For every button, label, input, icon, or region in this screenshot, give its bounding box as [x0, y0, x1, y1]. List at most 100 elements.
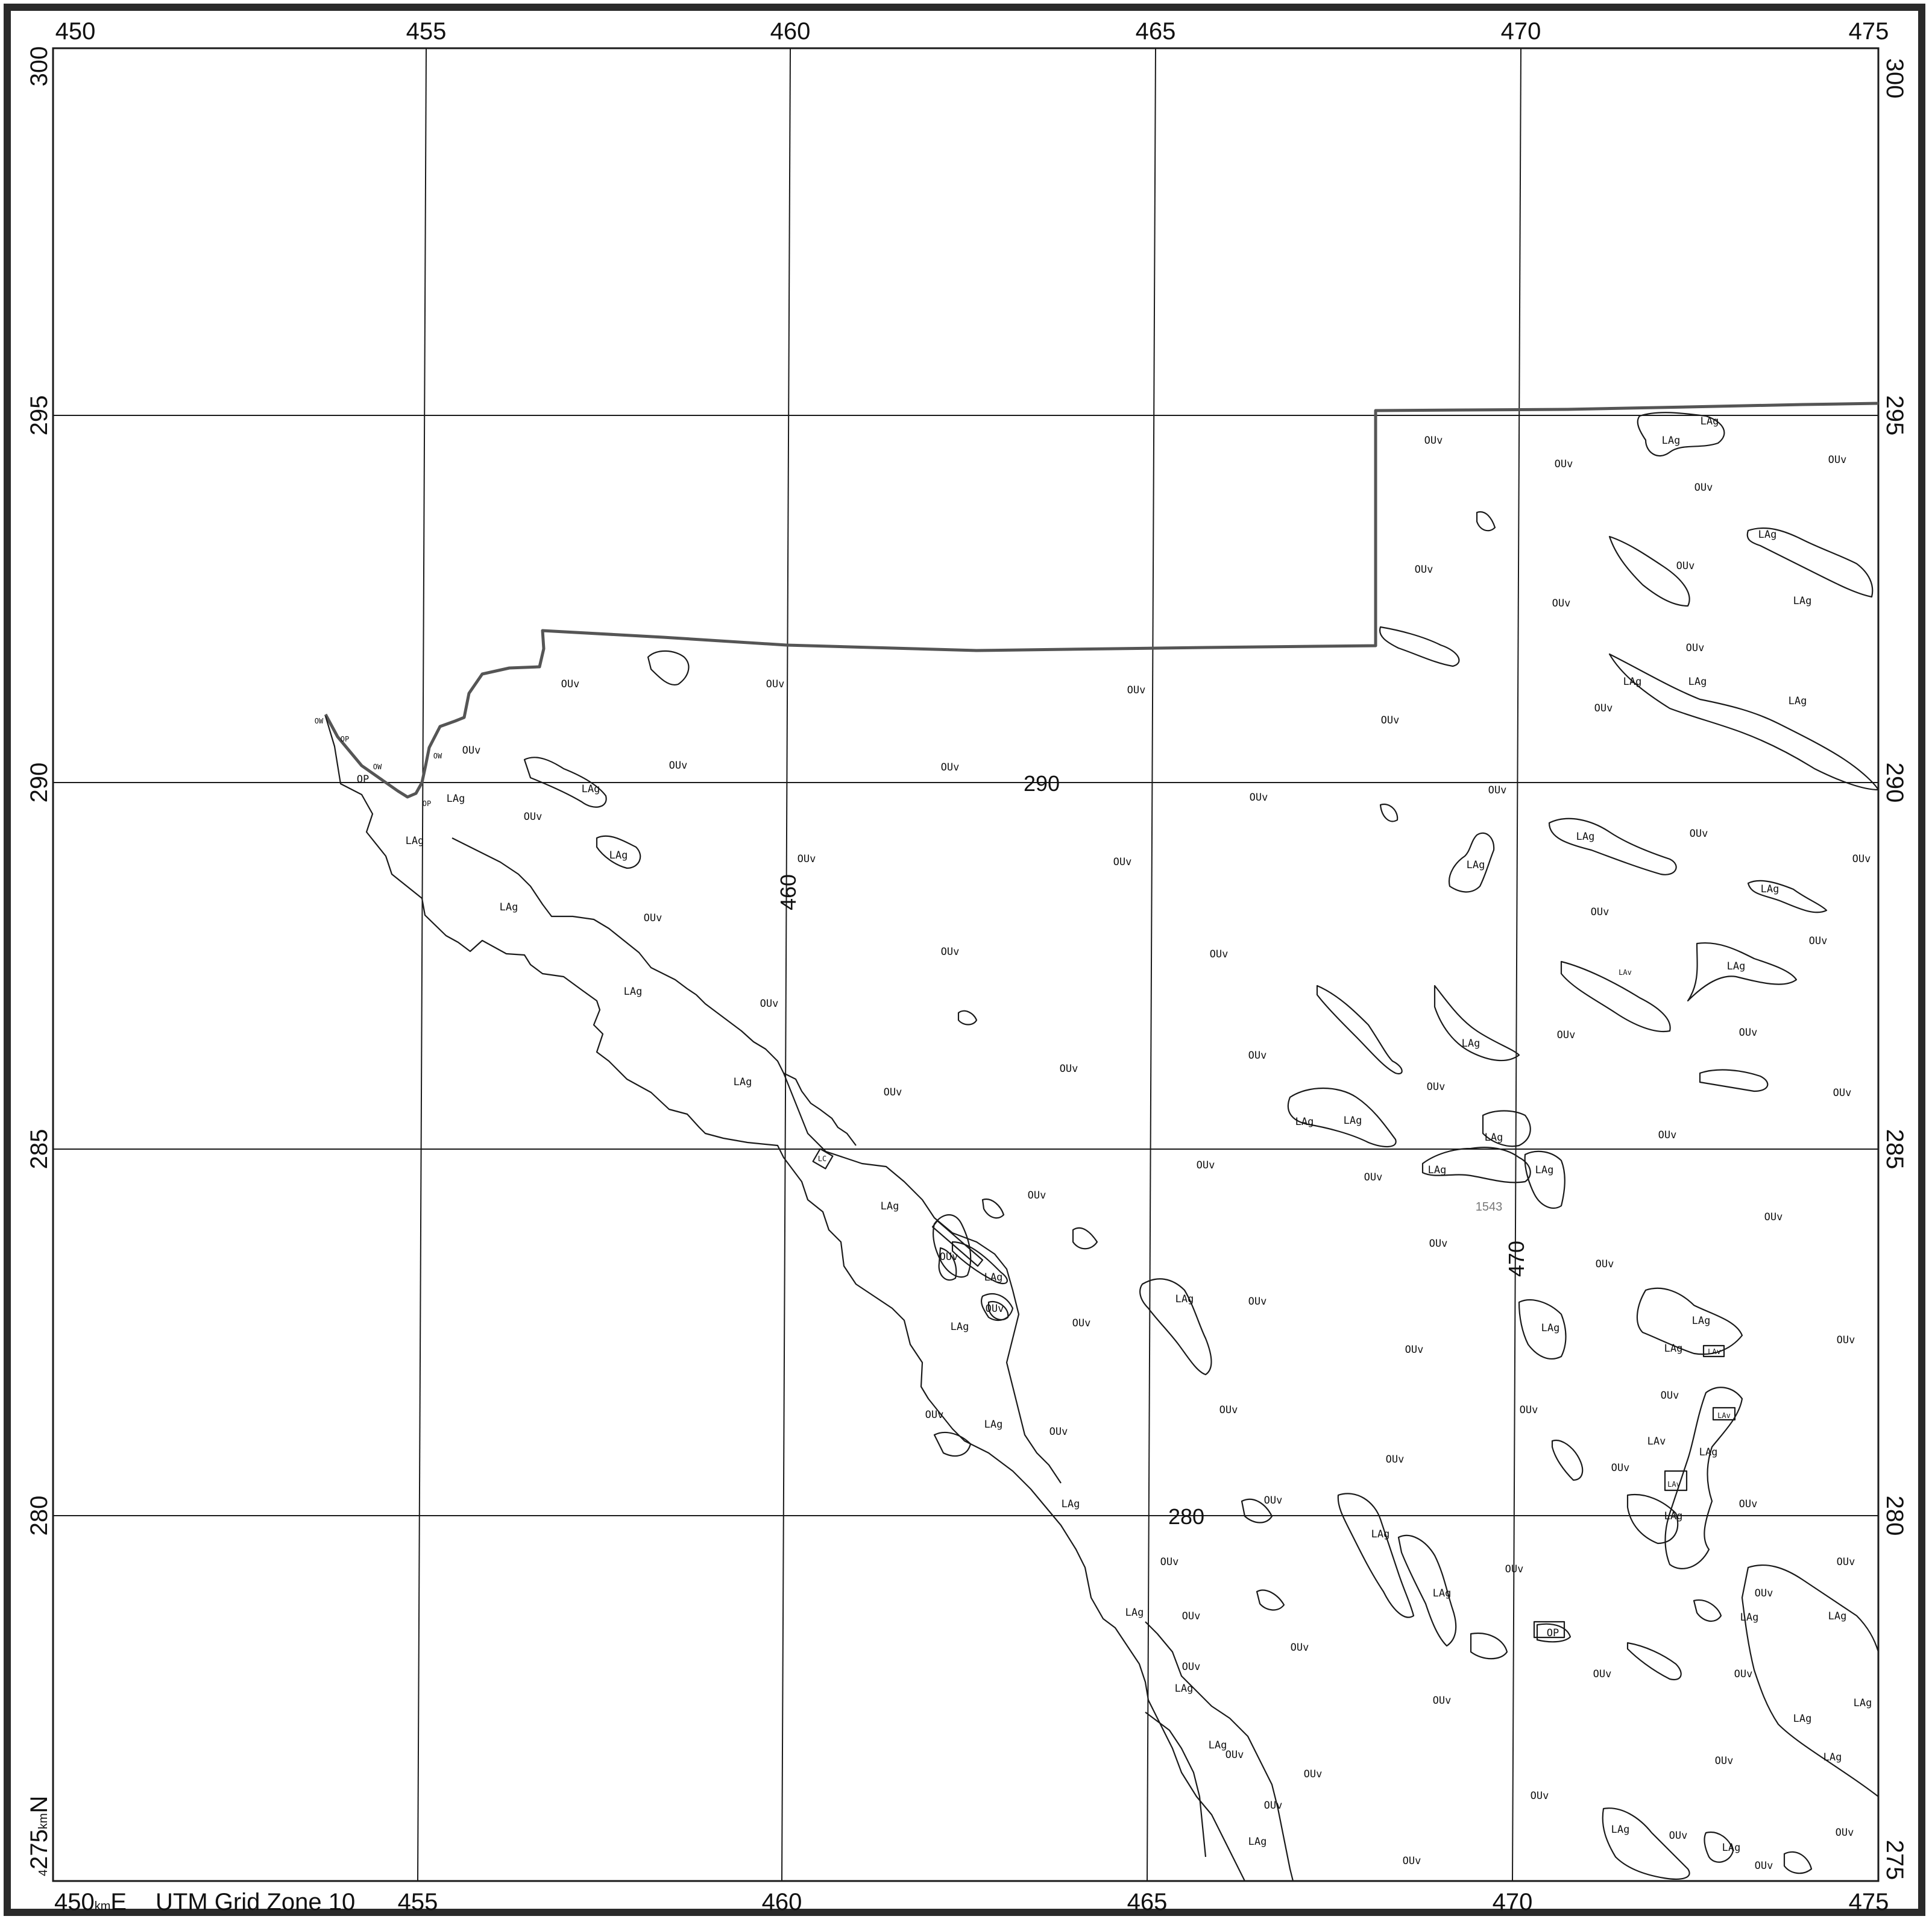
- unit-label-lav: LAv: [1717, 1411, 1731, 1420]
- unit-label-ouv: OUv: [1429, 1238, 1448, 1250]
- unit-label-ouv: OUv: [1593, 1668, 1612, 1680]
- geologic-contacts: [324, 716, 1294, 1882]
- northing-labels-right: 300 295 290 285 280 275: [1881, 58, 1908, 1880]
- unit-label-lag: LAg: [1854, 1697, 1872, 1709]
- northing-label-right: 290: [1881, 763, 1908, 803]
- unit-label-lag: LAg: [1758, 529, 1777, 541]
- coastline-contact: [324, 716, 1245, 1882]
- northing-label-left: 285: [26, 1129, 52, 1170]
- outcrop-polygon: [1626, 1493, 1679, 1545]
- unit-label-ouv: OUv: [1248, 1296, 1267, 1308]
- outcrop-polygon: [1524, 1150, 1565, 1209]
- unit-label-ouv: OUv: [1304, 1768, 1323, 1780]
- outcrop-polygon: [987, 1300, 1009, 1321]
- outcrop-polygon: [1704, 1831, 1734, 1863]
- unit-label-ouv: OUv: [1248, 1050, 1267, 1062]
- boundary-line: [324, 402, 1879, 799]
- unit-label-ouv: OUv: [1072, 1317, 1091, 1329]
- unit-label-ouv: OUv: [1836, 1827, 1854, 1839]
- unit-label-lag: LAg: [447, 793, 465, 805]
- outcrop-polygon: [1608, 535, 1690, 607]
- interior-label-easting-470: 470: [1504, 1241, 1529, 1277]
- unit-label-ouv: OUv: [1219, 1404, 1238, 1416]
- easting-labels-top: 450 455 460 465 470 475: [55, 18, 1889, 45]
- unit-label-ouv: OUv: [925, 1409, 944, 1421]
- grid-line-e455: [417, 48, 427, 1882]
- northing-label-right: 280: [1881, 1496, 1908, 1536]
- outcrop-polygon: [1687, 942, 1798, 1002]
- unit-label-lag: LAg: [1692, 1315, 1711, 1327]
- inner-contact-middle: [782, 1073, 1062, 1484]
- unit-label-lag: LAg: [1727, 960, 1746, 972]
- outcrop-polygon: [1448, 832, 1495, 893]
- unit-label-ouv: OUv: [766, 678, 785, 690]
- outcrop-polygons: [523, 412, 1880, 1880]
- outcrop-polygon: [523, 757, 607, 808]
- outcrop-polygon: [1699, 1069, 1769, 1092]
- unit-label-ouv: OUv: [1669, 1830, 1688, 1842]
- unit-label-ouv: OUv: [1433, 1695, 1452, 1707]
- easting-labels-bottom: 455 460 465 470 475: [398, 1889, 1889, 1915]
- unit-label-lag: LAg: [1623, 676, 1642, 688]
- outcrop-polygon: [1536, 1623, 1572, 1643]
- easting-label-top: 465: [1136, 18, 1176, 45]
- unit-label-ouv: OUv: [1520, 1404, 1538, 1416]
- unit-label-lav: LAv: [1647, 1435, 1666, 1448]
- outcrop-polygon: [647, 650, 690, 686]
- outcrop-polygon: [812, 1148, 834, 1170]
- unit-label-lag: LAg: [951, 1321, 969, 1333]
- unit-label-ouv: OUv: [1596, 1258, 1614, 1270]
- unit-label-ouv: OUv: [1113, 856, 1132, 868]
- unit-labels: OUv OUv OUv OUv OUv OUv OUv OUv OUv OUv …: [315, 415, 1872, 1872]
- outcrop-polygon: [932, 1214, 972, 1278]
- unit-label-ouv: OUv: [1739, 1027, 1758, 1039]
- unit-label-op: OP: [423, 799, 431, 808]
- unit-label-ouv: OUv: [1197, 1159, 1215, 1171]
- outcrop-polygon: [1747, 880, 1828, 913]
- footer-corner-easting: 450kmE: [54, 1889, 127, 1915]
- unit-label-lag: LAg: [1761, 883, 1779, 895]
- outcrop-polygon: [1741, 1564, 1880, 1798]
- outcrop-polygon: [1551, 1439, 1584, 1481]
- unit-label-lag: LAg: [1428, 1164, 1447, 1176]
- unit-label-ouv: OUv: [1182, 1610, 1201, 1622]
- unit-label-ouv: OUv: [1686, 642, 1705, 654]
- unit-label-ouv: OUv: [1764, 1211, 1783, 1223]
- unit-label-ouv: OUv: [1591, 906, 1609, 918]
- interior-grid-labels: 290 280 460 470: [776, 771, 1529, 1529]
- outcrop-polygon: [1379, 626, 1460, 667]
- outcrop-polygon: [1256, 1589, 1285, 1611]
- outcrop-polygon: [981, 1198, 1005, 1219]
- unit-label-ouv: OUv: [1427, 1081, 1446, 1093]
- easting-label-top: 470: [1501, 18, 1541, 45]
- unit-label-lag: LAg: [1664, 1510, 1683, 1522]
- unit-label-lag: LAg: [984, 1271, 1003, 1284]
- outcrop-polygon: [931, 1220, 984, 1267]
- unit-label-lag: LAg: [1175, 1293, 1194, 1305]
- unit-label-lag: LAg: [734, 1076, 752, 1088]
- reference-number: 1543: [1476, 1200, 1503, 1214]
- unit-label-ouv: OUv: [1424, 435, 1443, 447]
- unit-label-op: OP: [357, 774, 369, 786]
- unit-label-lag: LAg: [1125, 1607, 1144, 1619]
- grid-line-e460: [781, 48, 791, 1882]
- unit-label-ouv: OUv: [1837, 1334, 1855, 1346]
- unit-label-lag: LAg: [1789, 695, 1807, 707]
- unit-label-ouv: OUv: [1291, 1642, 1309, 1654]
- unit-label-lc: LC: [818, 1155, 826, 1163]
- unit-label-lag: LAg: [1740, 1612, 1759, 1624]
- utm-grid: [53, 48, 1878, 1882]
- unit-label-lag: LAg: [1433, 1587, 1452, 1599]
- outcrop-polygon: [1637, 412, 1725, 457]
- outcrop-polygon: [1476, 511, 1496, 532]
- unit-label-ouv: OUv: [1755, 1587, 1773, 1599]
- unit-label-ouv: OUv: [644, 912, 662, 924]
- unit-label-lag: LAg: [1541, 1322, 1560, 1334]
- outcrop-polygon: [1548, 818, 1677, 875]
- outcrop-polygon: [1421, 1147, 1531, 1183]
- outcrop-polygon: [1693, 1599, 1722, 1622]
- outcrop-polygon: [1482, 1110, 1531, 1147]
- unit-label-ouv: OUv: [1049, 1426, 1068, 1438]
- unit-label-ouv: OUv: [1028, 1189, 1046, 1202]
